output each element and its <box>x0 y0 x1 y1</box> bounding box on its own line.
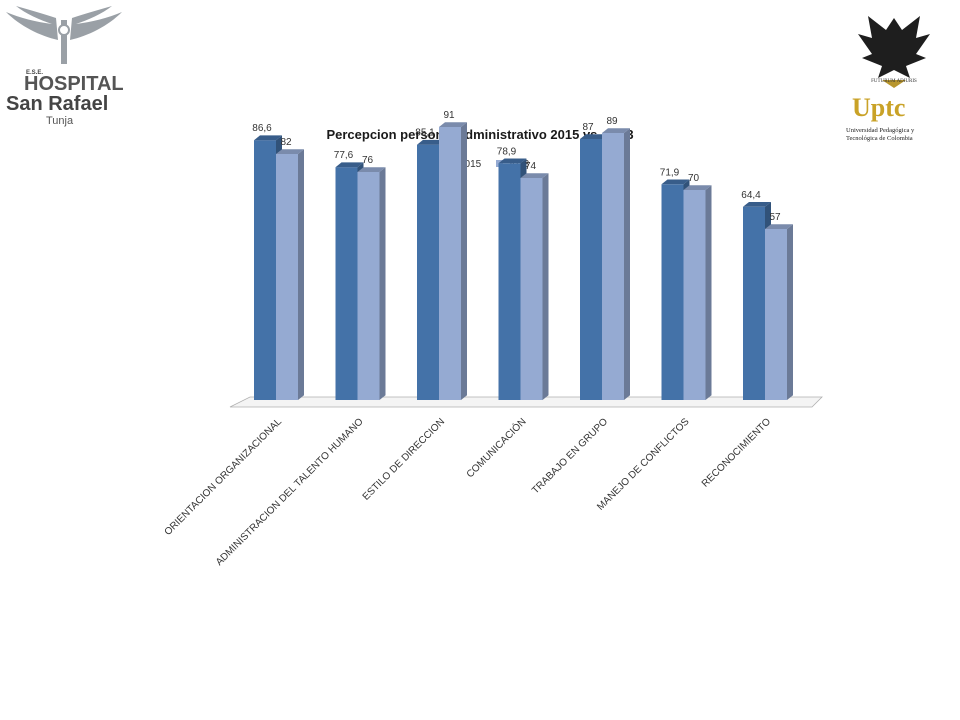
hospital-city: Tunja <box>46 115 74 127</box>
chart-title: Percepcion personal administrativo 2015 … <box>326 127 633 142</box>
data-labels-group: 86,6 82 77,6 76 85,1 91 78,9 74 87 89 71,9 70 64,4 57 <box>252 110 781 223</box>
data-label-2015-1: 77,6 <box>334 150 354 161</box>
bar-2013-4 <box>602 133 624 400</box>
bar-2015-2 <box>417 144 439 400</box>
university-short: Uptc <box>852 93 905 122</box>
data-label-2013-6: 57 <box>769 212 781 223</box>
hospital-logo: E.S.E. HOSPITAL San Rafael Tunja <box>6 6 124 127</box>
bar-top-2015-3 <box>498 158 527 164</box>
university-logo: FUTURUM ADIURIS Uptc Universidad Pedagóg… <box>846 16 930 142</box>
hospital-name-2: San Rafael <box>6 93 108 115</box>
bar-2013-1 <box>357 172 380 400</box>
bar-2013-0 <box>276 154 298 400</box>
category-labels-group: ORIENTACION ORGANIZACIONALADMINISTRACION… <box>163 415 774 568</box>
bar-top-2013-3 <box>520 173 549 178</box>
bar-side-2013-3 <box>542 173 549 400</box>
category-label-4: TRABAJO EN GRUPO <box>530 416 610 496</box>
category-label-3: COMUNICACIÓN <box>463 415 528 480</box>
data-label-2015-2: 85,1 <box>415 128 435 139</box>
bar-2015-0 <box>254 140 276 400</box>
bar-top-2013-4 <box>602 128 630 133</box>
bar-2015-1 <box>335 167 358 400</box>
bar-side-2013-1 <box>379 167 386 400</box>
data-label-2013-0: 82 <box>280 137 292 148</box>
bar-top-2015-1 <box>335 162 364 168</box>
bar-2015-5 <box>661 184 684 400</box>
data-label-2013-3: 74 <box>525 161 537 172</box>
data-label-2015-5: 71,9 <box>660 167 680 178</box>
bar-2013-2 <box>439 127 461 400</box>
bar-2013-3 <box>520 178 543 400</box>
data-label-2015-3: 78,9 <box>497 146 517 157</box>
data-label-2013-5: 70 <box>688 173 700 184</box>
bar-top-2015-5 <box>661 179 690 185</box>
bar-side-2013-2 <box>461 122 467 400</box>
data-label-2015-4: 87 <box>582 122 594 133</box>
bar-side-2013-5 <box>705 185 712 400</box>
bar-top-2015-6 <box>743 202 771 207</box>
bars-group <box>254 122 793 400</box>
category-label-2: ESTILO DE DIRECCION <box>361 416 447 502</box>
data-label-2013-2: 91 <box>443 110 455 121</box>
hospital-prefix: E.S.E. <box>26 70 43 76</box>
bar-side-2013-4 <box>624 128 630 400</box>
wings-caduceus-icon <box>6 6 122 64</box>
category-label-1: ADMINISTRACION DEL TALENTO HUMANO <box>214 416 366 568</box>
university-motto: FUTURUM ADIURIS <box>871 79 917 84</box>
bar-top-2013-5 <box>683 185 712 190</box>
bar-top-2015-0 <box>254 135 282 141</box>
bar-2015-3 <box>498 163 521 400</box>
university-line2: Tecnológica de Colombia <box>846 135 913 142</box>
data-label-2015-0: 86,6 <box>252 123 272 134</box>
university-line1: Universidad Pedagógica y <box>846 127 915 134</box>
bar-2013-5 <box>683 190 706 400</box>
bar-top-2013-1 <box>357 167 386 172</box>
bar-2015-6 <box>743 206 765 400</box>
data-label-2013-1: 76 <box>362 155 374 166</box>
category-label-5: MANEJO DE CONFLICTOS <box>595 416 692 513</box>
category-label-6: RECONOCIMIENTO <box>700 416 773 489</box>
bar-2013-6 <box>765 229 787 400</box>
bar-top-2013-2 <box>439 122 467 127</box>
eagle-crest-icon <box>858 16 930 88</box>
bar-top-2013-6 <box>765 224 793 229</box>
bar-top-2015-2 <box>417 139 445 145</box>
data-label-2015-6: 64,4 <box>741 190 761 201</box>
data-label-2013-4: 89 <box>606 116 618 127</box>
bar-top-2013-0 <box>276 149 304 154</box>
bar-2015-4 <box>580 139 602 400</box>
bar-side-2013-0 <box>298 149 304 400</box>
bar-top-2015-4 <box>580 134 608 139</box>
hospital-name: HOSPITAL <box>24 73 124 95</box>
bar-side-2013-6 <box>787 224 793 400</box>
legend-label-2015: 2015 <box>459 159 482 170</box>
